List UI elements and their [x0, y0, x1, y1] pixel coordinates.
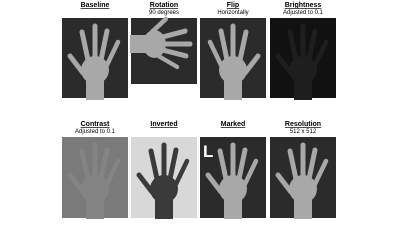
panel-title: Contrast	[81, 121, 110, 128]
page: {"panels": [ {"title": "Baseline"}, {"ti…	[62, 2, 336, 225]
panel-title: Baseline	[81, 2, 110, 9]
panel-title: Resolution	[285, 121, 321, 128]
panel-subtitle: 90 degrees	[149, 10, 179, 16]
figure: Baseline Rotation 90 degrees Flip Horizo…	[62, 2, 336, 225]
panel-subtitle: Horizontally	[217, 10, 248, 16]
panel-subtitle: 512 x 512	[290, 129, 317, 135]
panel-title: Rotation	[150, 2, 178, 9]
panel-subtitle: Adjusted to 0.1	[75, 129, 116, 135]
body: Baseline Rotation 90 degrees Flip Horizo…	[62, 2, 336, 225]
panel-title: Marked	[221, 121, 246, 128]
panel-title: Inverted	[150, 121, 177, 128]
panel-title: Brightness	[285, 2, 322, 9]
panel-title: Flip	[227, 2, 239, 9]
marker: L	[203, 142, 213, 161]
panel-subtitle: Adjusted to 0.1	[283, 10, 324, 16]
